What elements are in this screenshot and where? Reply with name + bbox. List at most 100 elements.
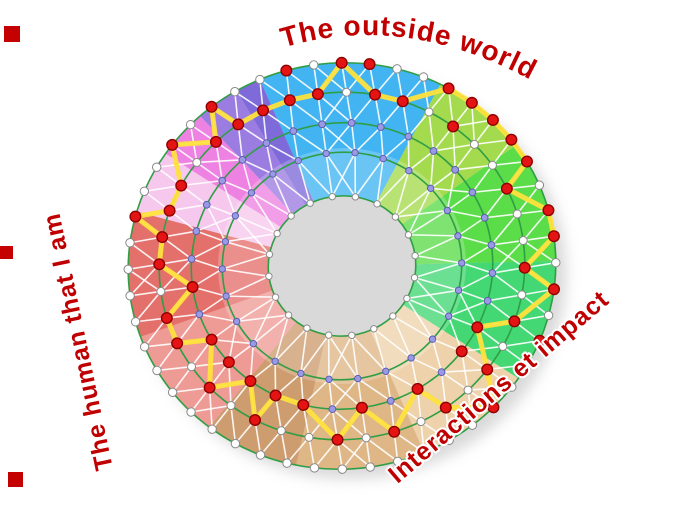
mesh-line bbox=[384, 371, 392, 402]
white-node bbox=[391, 213, 400, 221]
mesh-line bbox=[457, 289, 479, 328]
mesh-line bbox=[313, 439, 339, 469]
violet-node bbox=[271, 357, 279, 366]
mesh-line bbox=[408, 209, 448, 236]
mesh-line bbox=[225, 232, 278, 243]
red-node bbox=[471, 321, 484, 334]
mesh-line bbox=[354, 158, 384, 198]
white-node bbox=[139, 342, 150, 352]
mesh-line bbox=[441, 371, 469, 391]
mesh-line bbox=[420, 420, 450, 441]
red-node bbox=[156, 231, 169, 244]
mesh-line bbox=[272, 173, 292, 217]
mesh-line bbox=[221, 179, 252, 194]
mesh-line bbox=[460, 351, 469, 391]
violet-node bbox=[294, 156, 302, 165]
white-node bbox=[273, 229, 281, 238]
violet-node bbox=[322, 149, 330, 158]
red-node bbox=[500, 182, 513, 195]
mesh-line bbox=[211, 338, 254, 345]
red-node bbox=[311, 88, 324, 101]
red-node bbox=[442, 82, 455, 95]
mesh-line bbox=[242, 159, 274, 175]
mesh-line bbox=[376, 170, 410, 205]
mesh-line bbox=[249, 343, 255, 382]
white-node bbox=[341, 87, 351, 97]
violet-node bbox=[454, 232, 462, 240]
mesh-line bbox=[491, 272, 523, 296]
mesh-line bbox=[350, 335, 359, 379]
mesh-line bbox=[406, 289, 459, 300]
red-node bbox=[171, 337, 184, 350]
mesh-line bbox=[457, 217, 486, 237]
mesh-line bbox=[144, 184, 182, 193]
mesh-line bbox=[274, 314, 290, 362]
mesh-line bbox=[490, 244, 526, 269]
red-node bbox=[160, 312, 173, 325]
white-node bbox=[351, 193, 360, 201]
mesh-line bbox=[169, 203, 207, 212]
mesh-line bbox=[365, 437, 399, 463]
violet-node bbox=[187, 255, 196, 263]
white-node bbox=[507, 382, 517, 392]
red-node bbox=[175, 179, 188, 192]
violet-node bbox=[325, 375, 333, 383]
violet-node bbox=[269, 170, 277, 178]
mesh-line bbox=[289, 99, 323, 125]
white-node bbox=[192, 157, 202, 167]
white-node bbox=[187, 362, 197, 372]
mesh-line bbox=[350, 122, 356, 153]
violet-node bbox=[487, 241, 496, 249]
mesh-line bbox=[321, 124, 327, 154]
mesh-line bbox=[392, 315, 412, 359]
red-node bbox=[363, 58, 376, 71]
mesh-line bbox=[484, 213, 518, 219]
red-node bbox=[411, 382, 424, 395]
mesh-line bbox=[351, 334, 387, 372]
mesh-line bbox=[407, 111, 430, 138]
violet-node bbox=[404, 132, 413, 141]
mesh-line bbox=[408, 233, 458, 237]
red-node bbox=[205, 100, 218, 113]
mesh-line bbox=[262, 109, 294, 132]
mesh-line bbox=[198, 295, 227, 315]
white-node bbox=[309, 60, 319, 70]
white-node bbox=[418, 72, 429, 82]
white-node bbox=[123, 264, 133, 274]
white-node bbox=[207, 424, 217, 434]
red-node bbox=[542, 204, 555, 217]
white-node bbox=[543, 310, 554, 321]
violet-node bbox=[451, 165, 460, 174]
white-node bbox=[337, 464, 348, 474]
red-node bbox=[520, 155, 533, 168]
mesh-line bbox=[373, 328, 387, 372]
red-node bbox=[222, 356, 235, 369]
mesh-line bbox=[471, 164, 494, 193]
mesh-line bbox=[407, 136, 410, 171]
mesh-line bbox=[211, 405, 232, 430]
violet-node bbox=[454, 286, 463, 295]
mesh-line bbox=[286, 436, 310, 464]
mesh-line bbox=[196, 230, 226, 243]
mesh-line bbox=[235, 215, 278, 235]
mesh-line bbox=[487, 363, 528, 371]
mesh-line bbox=[321, 91, 348, 125]
mesh-line bbox=[490, 213, 518, 246]
red-node bbox=[465, 96, 478, 109]
mesh-line bbox=[433, 143, 475, 152]
white-node bbox=[309, 463, 320, 473]
mesh-line bbox=[259, 430, 282, 456]
white-node bbox=[125, 238, 135, 248]
white-node bbox=[284, 311, 293, 319]
white-node bbox=[424, 107, 434, 117]
mesh-line bbox=[226, 295, 276, 299]
mesh-line bbox=[354, 126, 382, 154]
violet-node bbox=[347, 119, 356, 127]
mesh-line bbox=[297, 160, 333, 198]
red-node bbox=[548, 283, 561, 296]
mesh-line bbox=[199, 313, 237, 323]
mesh-line bbox=[300, 334, 330, 374]
violet-node bbox=[218, 265, 226, 273]
